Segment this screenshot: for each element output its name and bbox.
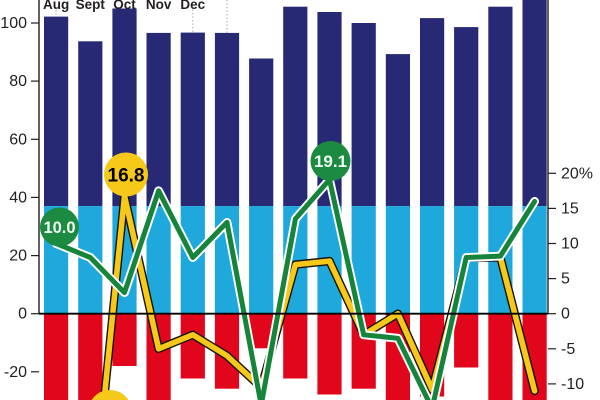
svg-text:20: 20: [9, 248, 27, 265]
svg-text:0: 0: [561, 306, 570, 323]
svg-text:Nov: Nov: [146, 0, 172, 12]
svg-text:19.1: 19.1: [314, 152, 347, 171]
svg-text:20%: 20%: [561, 165, 593, 182]
svg-text:5: 5: [561, 271, 570, 288]
svg-text:-10: -10: [561, 376, 584, 393]
svg-text:Oct: Oct: [113, 0, 136, 12]
svg-text:100: 100: [0, 15, 27, 32]
svg-text:80: 80: [9, 73, 27, 90]
svg-text:60: 60: [9, 131, 27, 148]
svg-text:0: 0: [18, 306, 27, 323]
svg-text:15: 15: [561, 200, 579, 217]
svg-text:10: 10: [561, 236, 579, 253]
svg-text:40: 40: [9, 189, 27, 206]
svg-text:10.0: 10.0: [43, 219, 75, 237]
svg-text:-20: -20: [4, 364, 27, 381]
svg-text:16.8: 16.8: [108, 165, 145, 186]
svg-text:Sept: Sept: [76, 0, 106, 12]
svg-text:-5: -5: [561, 341, 575, 358]
